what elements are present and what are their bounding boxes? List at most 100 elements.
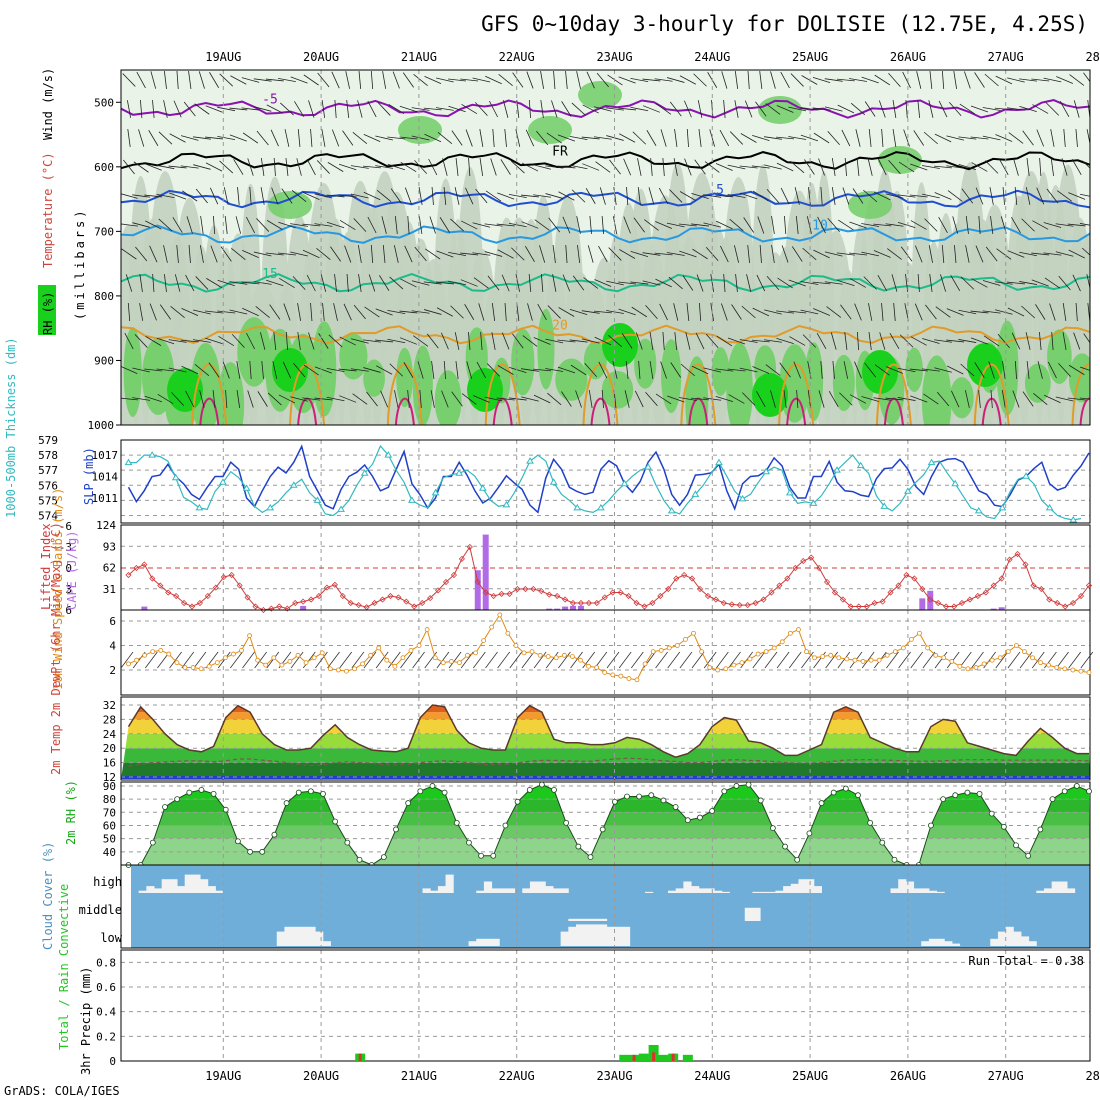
wind-barb [136,71,146,89]
wind-barb [172,217,183,233]
lifted-index-point [871,599,878,607]
date-label-bottom: 20AUG [303,1069,339,1083]
wind-barb [879,332,886,350]
cloud-high-bar [560,888,569,893]
wind-barb [569,309,588,315]
wind-barb [721,71,728,89]
wind-barb [691,365,709,375]
slp-tick-label: 1014 [92,471,119,484]
wind-barb [316,160,330,174]
wind-barb [515,274,520,292]
wind-barb [759,244,762,264]
wind-speed-point [804,649,809,655]
wind-barb [929,274,933,292]
wind-speed-point [247,633,252,639]
wind-barb [645,391,658,407]
cloud-low-bar [921,941,930,946]
wind-barb [635,390,644,408]
wind-barb [270,129,279,147]
wind-barb [308,100,315,118]
lifted-index-point [546,591,553,598]
wind-barb [399,136,418,140]
wind-barb [256,218,270,232]
wind-barb [387,136,406,140]
wind-barb [484,251,503,257]
lifted-index-point [879,598,886,605]
wind-barb [581,310,600,314]
wind-barb [996,248,1012,260]
cloud-high-bar [813,886,822,893]
cloud-frame [120,864,1091,949]
wind-barb [569,136,588,140]
cloud-high-bar [760,891,769,893]
lifted-index-point [284,605,291,612]
wind-barb [394,390,399,408]
wind-barb [158,131,173,145]
cloud-low-bar [598,924,608,946]
wind-barb [283,303,291,321]
wind-barb [1083,72,1090,83]
wind-barb [1055,251,1074,257]
wind-barb [679,75,697,85]
rh-point [429,783,436,789]
wind-barb [837,104,855,114]
rh-point [405,800,412,806]
lifted-index-point [125,571,132,579]
cloud-middle-bar [575,918,585,921]
wind-barb [350,165,369,169]
wind-barb [144,194,163,198]
wind-barb [515,129,521,147]
wind-barb [849,221,867,229]
wind-grid [120,609,1091,696]
wind-barb [1036,129,1044,147]
wind-barb [877,274,888,292]
wind-barb [558,307,575,317]
rh-point [1025,852,1032,859]
wind-barb [229,134,247,142]
wind-barb [439,217,451,233]
wind-barb [910,336,927,346]
wind-barb [487,275,500,291]
rh-band-green [363,359,385,397]
cloud-high-bar [1051,881,1060,893]
wind-barb [655,221,673,229]
wind-barb [558,191,575,201]
wind-barb [802,334,817,348]
rh-point [563,819,570,826]
wind-barb-10m [764,651,778,669]
cape-bar [570,605,577,610]
wind-barb [236,390,241,408]
wind-barb [220,246,232,262]
wind-barb-10m [181,651,195,669]
wind-barb [152,100,155,118]
cloud-high-bar [698,888,707,893]
wind-barb [612,361,618,379]
rh-band-green [311,321,337,417]
rh-point [295,789,302,796]
wind-speed-point [989,657,995,663]
wind-barb [965,216,969,234]
upper-frame [120,69,1091,426]
wind-speed-point [497,612,503,618]
wind-barb [403,362,414,378]
wind-barb [195,276,209,290]
wind-barb [429,216,436,234]
wind-barb [278,77,296,83]
cloud-middle-bar [598,918,608,921]
wind-barb [830,332,837,350]
lifted-index-point [522,585,529,593]
rh-band-green [412,345,433,425]
wind-barb [824,78,843,82]
wind-barb [667,395,685,403]
wind-barb [873,397,892,401]
wind-barb [547,392,562,406]
wind-barb [225,389,228,409]
wind-barb [776,338,794,344]
wind-barb [443,187,447,205]
lifted-index-axis-label: Lifted Index [39,523,53,610]
wind-barb-10m [290,651,304,669]
wind-barb [157,393,174,405]
wind-barb [569,164,588,170]
